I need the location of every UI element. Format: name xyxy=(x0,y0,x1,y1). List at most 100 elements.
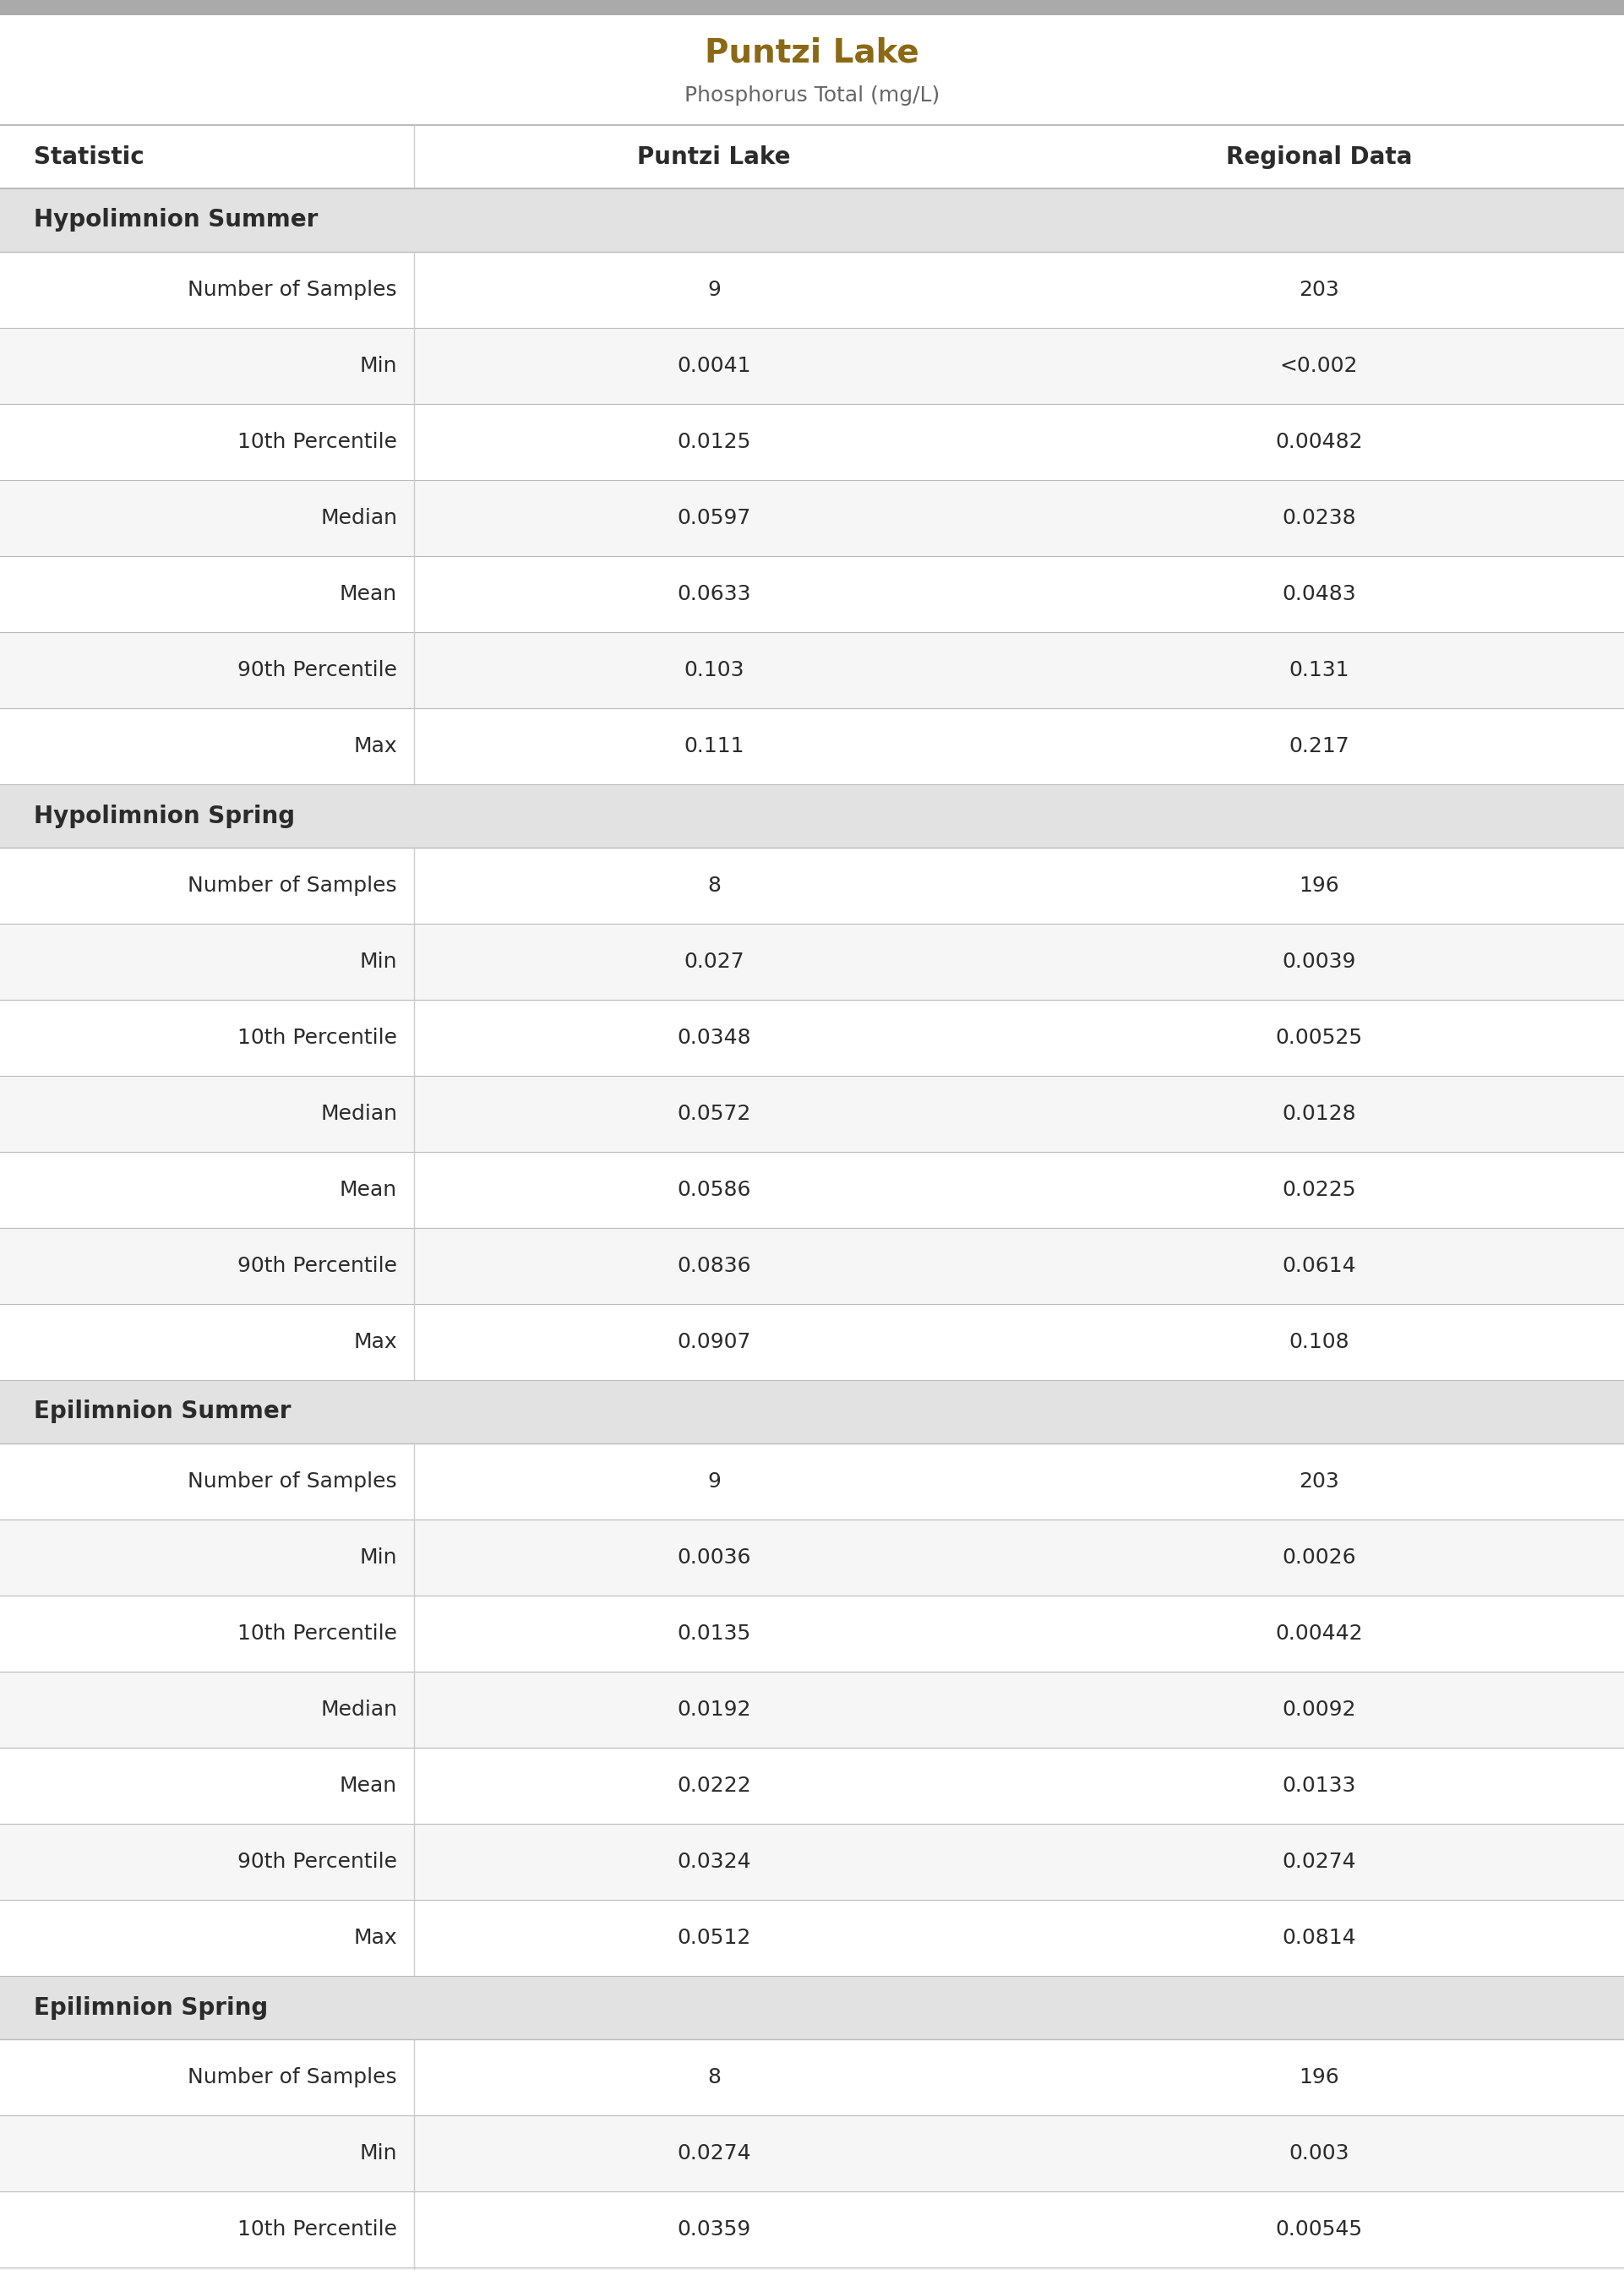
Bar xyxy=(0,327,1624,404)
Text: 0.00442: 0.00442 xyxy=(1275,1623,1363,1643)
Text: Statistic: Statistic xyxy=(34,145,145,168)
Text: 0.0586: 0.0586 xyxy=(677,1180,750,1201)
Text: 196: 196 xyxy=(1299,876,1340,897)
Text: 0.217: 0.217 xyxy=(1289,735,1350,756)
Text: 0.0572: 0.0572 xyxy=(677,1103,750,1124)
Bar xyxy=(0,1076,1624,1151)
Text: 0.0274: 0.0274 xyxy=(677,2143,750,2163)
Text: 0.0026: 0.0026 xyxy=(1281,1548,1356,1569)
Text: 0.0125: 0.0125 xyxy=(677,431,750,452)
Text: 0.00525: 0.00525 xyxy=(1275,1028,1363,1049)
Text: 0.0512: 0.0512 xyxy=(677,1927,750,1948)
Text: 10th Percentile: 10th Percentile xyxy=(237,1028,398,1049)
Text: 9: 9 xyxy=(708,1471,721,1491)
Text: 0.0036: 0.0036 xyxy=(677,1548,750,1569)
Text: 90th Percentile: 90th Percentile xyxy=(237,1852,398,1873)
Bar xyxy=(0,1380,1624,1444)
Text: 0.0614: 0.0614 xyxy=(1281,1255,1356,1276)
Bar xyxy=(0,2038,1624,2116)
Text: <0.002: <0.002 xyxy=(1280,356,1358,377)
Text: Min: Min xyxy=(359,951,398,972)
Bar xyxy=(0,556,1624,631)
Bar xyxy=(0,252,1624,327)
Text: Mean: Mean xyxy=(339,1775,398,1796)
Text: 8: 8 xyxy=(706,876,721,897)
Text: 9: 9 xyxy=(708,279,721,300)
Text: 0.0348: 0.0348 xyxy=(677,1028,750,1049)
Text: 8: 8 xyxy=(706,2068,721,2088)
Text: 90th Percentile: 90th Percentile xyxy=(237,1255,398,1276)
Text: 0.131: 0.131 xyxy=(1289,661,1350,681)
Text: 0.0483: 0.0483 xyxy=(1281,583,1356,604)
Text: 0.027: 0.027 xyxy=(684,951,744,972)
Text: Min: Min xyxy=(359,1548,398,1569)
Bar xyxy=(0,2116,1624,2191)
Text: Hypolimnion Spring: Hypolimnion Spring xyxy=(34,804,296,829)
Bar xyxy=(0,999,1624,1076)
Text: Median: Median xyxy=(320,1103,398,1124)
Text: 0.0041: 0.0041 xyxy=(677,356,750,377)
Bar xyxy=(0,404,1624,479)
Text: Puntzi Lake: Puntzi Lake xyxy=(637,145,791,168)
Bar xyxy=(0,188,1624,252)
Bar xyxy=(0,924,1624,999)
Text: 0.0633: 0.0633 xyxy=(677,583,750,604)
Text: Median: Median xyxy=(320,1700,398,1721)
Bar xyxy=(0,1823,1624,1900)
Text: 0.0192: 0.0192 xyxy=(677,1700,750,1721)
Bar xyxy=(0,2268,1624,2270)
Text: 0.0907: 0.0907 xyxy=(677,1332,750,1353)
Bar xyxy=(0,1671,1624,1748)
Text: 10th Percentile: 10th Percentile xyxy=(237,1623,398,1643)
Text: Puntzi Lake: Puntzi Lake xyxy=(705,36,919,70)
Text: 0.111: 0.111 xyxy=(684,735,744,756)
Text: 10th Percentile: 10th Percentile xyxy=(237,2220,398,2240)
Text: Number of Samples: Number of Samples xyxy=(188,2068,398,2088)
Text: 0.0222: 0.0222 xyxy=(677,1775,750,1796)
Bar xyxy=(0,1228,1624,1303)
Text: Phosphorus Total (mg/L): Phosphorus Total (mg/L) xyxy=(684,86,940,107)
Bar xyxy=(0,0,1624,16)
Text: 0.0836: 0.0836 xyxy=(677,1255,750,1276)
Text: 0.0274: 0.0274 xyxy=(1281,1852,1356,1873)
Text: 203: 203 xyxy=(1299,1471,1340,1491)
Text: Min: Min xyxy=(359,2143,398,2163)
Text: Min: Min xyxy=(359,356,398,377)
Text: Mean: Mean xyxy=(339,1180,398,1201)
Bar xyxy=(0,1900,1624,1975)
Text: 0.0238: 0.0238 xyxy=(1281,508,1356,529)
Text: 0.0039: 0.0039 xyxy=(1281,951,1356,972)
Bar xyxy=(0,1151,1624,1228)
Bar xyxy=(0,1596,1624,1671)
Text: Number of Samples: Number of Samples xyxy=(188,1471,398,1491)
Bar xyxy=(0,2191,1624,2268)
Text: 90th Percentile: 90th Percentile xyxy=(237,661,398,681)
Text: 0.0359: 0.0359 xyxy=(677,2220,750,2240)
Text: Max: Max xyxy=(354,1927,398,1948)
Bar xyxy=(0,1975,1624,2038)
Bar xyxy=(0,1748,1624,1823)
Text: Max: Max xyxy=(354,1332,398,1353)
Bar xyxy=(0,479,1624,556)
Text: Max: Max xyxy=(354,735,398,756)
Text: 0.0814: 0.0814 xyxy=(1281,1927,1356,1948)
Text: Epilimnion Spring: Epilimnion Spring xyxy=(34,1995,268,2020)
Text: 0.003: 0.003 xyxy=(1289,2143,1350,2163)
Text: Regional Data: Regional Data xyxy=(1226,145,1413,168)
Text: 0.103: 0.103 xyxy=(684,661,744,681)
Text: Number of Samples: Number of Samples xyxy=(188,279,398,300)
Bar xyxy=(0,708,1624,783)
Bar xyxy=(0,631,1624,708)
Text: 0.0128: 0.0128 xyxy=(1281,1103,1356,1124)
Text: 0.0324: 0.0324 xyxy=(677,1852,750,1873)
Text: 10th Percentile: 10th Percentile xyxy=(237,431,398,452)
Text: 0.00482: 0.00482 xyxy=(1275,431,1363,452)
Text: 0.0133: 0.0133 xyxy=(1281,1775,1356,1796)
Text: 203: 203 xyxy=(1299,279,1340,300)
Text: 0.0092: 0.0092 xyxy=(1281,1700,1356,1721)
Text: Hypolimnion Summer: Hypolimnion Summer xyxy=(34,209,318,232)
Text: Number of Samples: Number of Samples xyxy=(188,876,398,897)
Text: 0.0597: 0.0597 xyxy=(677,508,750,529)
Text: Mean: Mean xyxy=(339,583,398,604)
Text: Median: Median xyxy=(320,508,398,529)
